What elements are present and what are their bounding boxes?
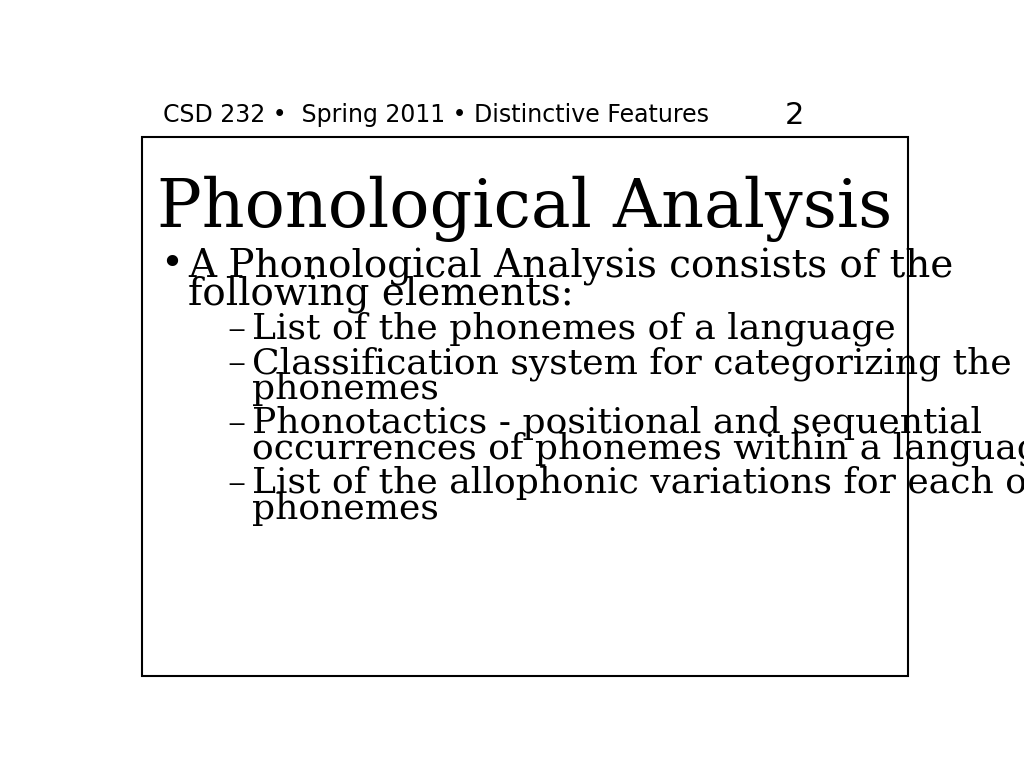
Text: –: – (227, 466, 246, 501)
Text: CSD 232 •  Spring 2011 • Distinctive Features: CSD 232 • Spring 2011 • Distinctive Feat… (163, 103, 709, 127)
Text: –: – (227, 406, 246, 440)
Text: 2: 2 (784, 101, 804, 130)
Text: phonemes: phonemes (252, 372, 439, 406)
Text: A Phonological Analysis consists of the: A Phonological Analysis consists of the (188, 249, 953, 286)
FancyBboxPatch shape (142, 137, 907, 676)
Text: Classification system for categorizing the: Classification system for categorizing t… (252, 346, 1012, 381)
Text: phonemes: phonemes (252, 492, 439, 526)
Text: –: – (227, 346, 246, 380)
Text: List of the phonemes of a language: List of the phonemes of a language (252, 312, 896, 346)
Text: Phonological Analysis: Phonological Analysis (157, 175, 893, 242)
Text: –: – (227, 312, 246, 346)
Text: following elements:: following elements: (188, 276, 574, 314)
Text: occurrences of phonemes within a language: occurrences of phonemes within a languag… (252, 432, 1024, 466)
Text: Phonotactics - positional and sequential: Phonotactics - positional and sequential (252, 406, 982, 440)
Text: •: • (161, 246, 183, 283)
Text: List of the allophonic variations for each of the: List of the allophonic variations for ea… (252, 466, 1024, 501)
